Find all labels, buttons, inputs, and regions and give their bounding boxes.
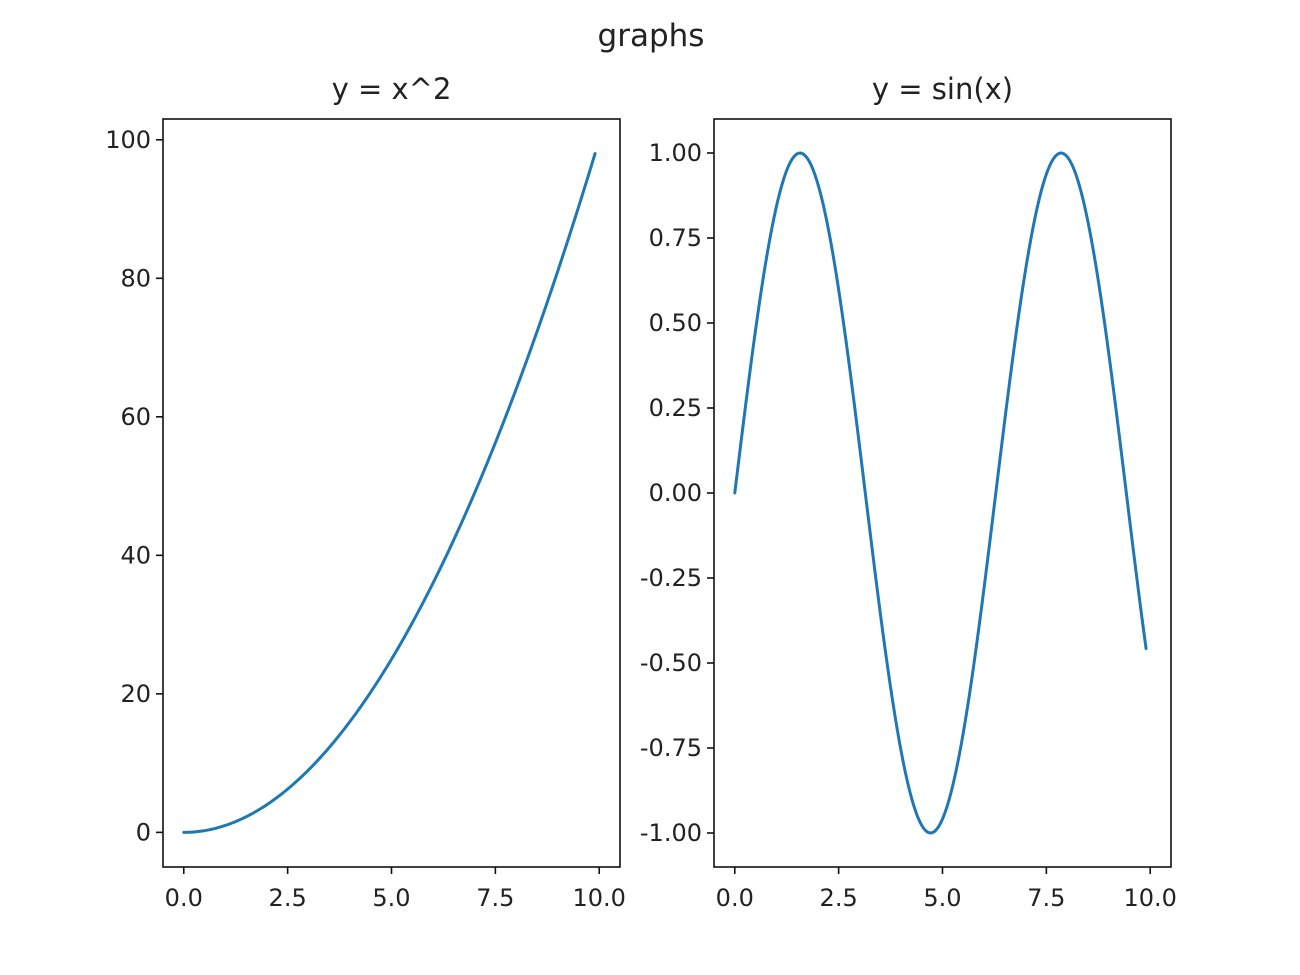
- sine-y-tick-label: 0.50: [649, 309, 702, 337]
- sine-series-line: [733, 151, 1148, 835]
- x-squared-y-tick-label: 20: [120, 680, 151, 708]
- sine-y-tick-label: 0.75: [649, 224, 702, 252]
- sine-x-tick-label: 5.0: [923, 884, 961, 912]
- x-squared-title: y = x^2: [332, 72, 452, 106]
- x-squared-x-tick-label: 0.0: [165, 884, 203, 912]
- sine-y-tick-label: -0.50: [640, 649, 702, 677]
- subplot-x-squared: y = x^2 0.0 2.5 5.0 7.5 10.0 0 20 40 60 80 100: [105, 72, 626, 912]
- x-squared-y-tick-label: 60: [120, 403, 151, 431]
- x-squared-y-tick-label: 40: [120, 541, 151, 569]
- sine-title: y = sin(x): [872, 72, 1013, 106]
- sine-y-tick-label: 1.00: [649, 139, 702, 167]
- sine-x-tick-label: 7.5: [1027, 884, 1065, 912]
- x-squared-x-tick-label: 10.0: [573, 884, 626, 912]
- x-squared-series-line: [182, 152, 597, 834]
- sine-y-tick-label: 0.00: [649, 479, 702, 507]
- sine-x-tick-label: 0.0: [716, 884, 754, 912]
- sine-x-tick-label: 10.0: [1124, 884, 1177, 912]
- x-squared-x-tick-label: 7.5: [476, 884, 514, 912]
- x-squared-y-tick-label: 100: [105, 126, 151, 154]
- sine-x-tick-label: 2.5: [820, 884, 858, 912]
- x-squared-x-tick-label: 2.5: [269, 884, 307, 912]
- subplot-sine: y = sin(x) 0.0 2.5 5.0 7.5 10.0 -1.00 -0.75 -0.5…: [640, 72, 1177, 912]
- x-squared-y-tick-label: 80: [120, 264, 151, 292]
- x-squared-x-tick-label: 5.0: [372, 884, 410, 912]
- sine-y-tick-label: -0.75: [640, 734, 702, 762]
- sine-y-tick-label: -0.25: [640, 564, 702, 592]
- x-squared-y-tick-label: 0: [136, 818, 151, 846]
- sine-y-tick-label: -1.00: [640, 819, 702, 847]
- figure-suptitle: graphs: [598, 18, 705, 54]
- sine-y-tick-label: 0.25: [649, 394, 702, 422]
